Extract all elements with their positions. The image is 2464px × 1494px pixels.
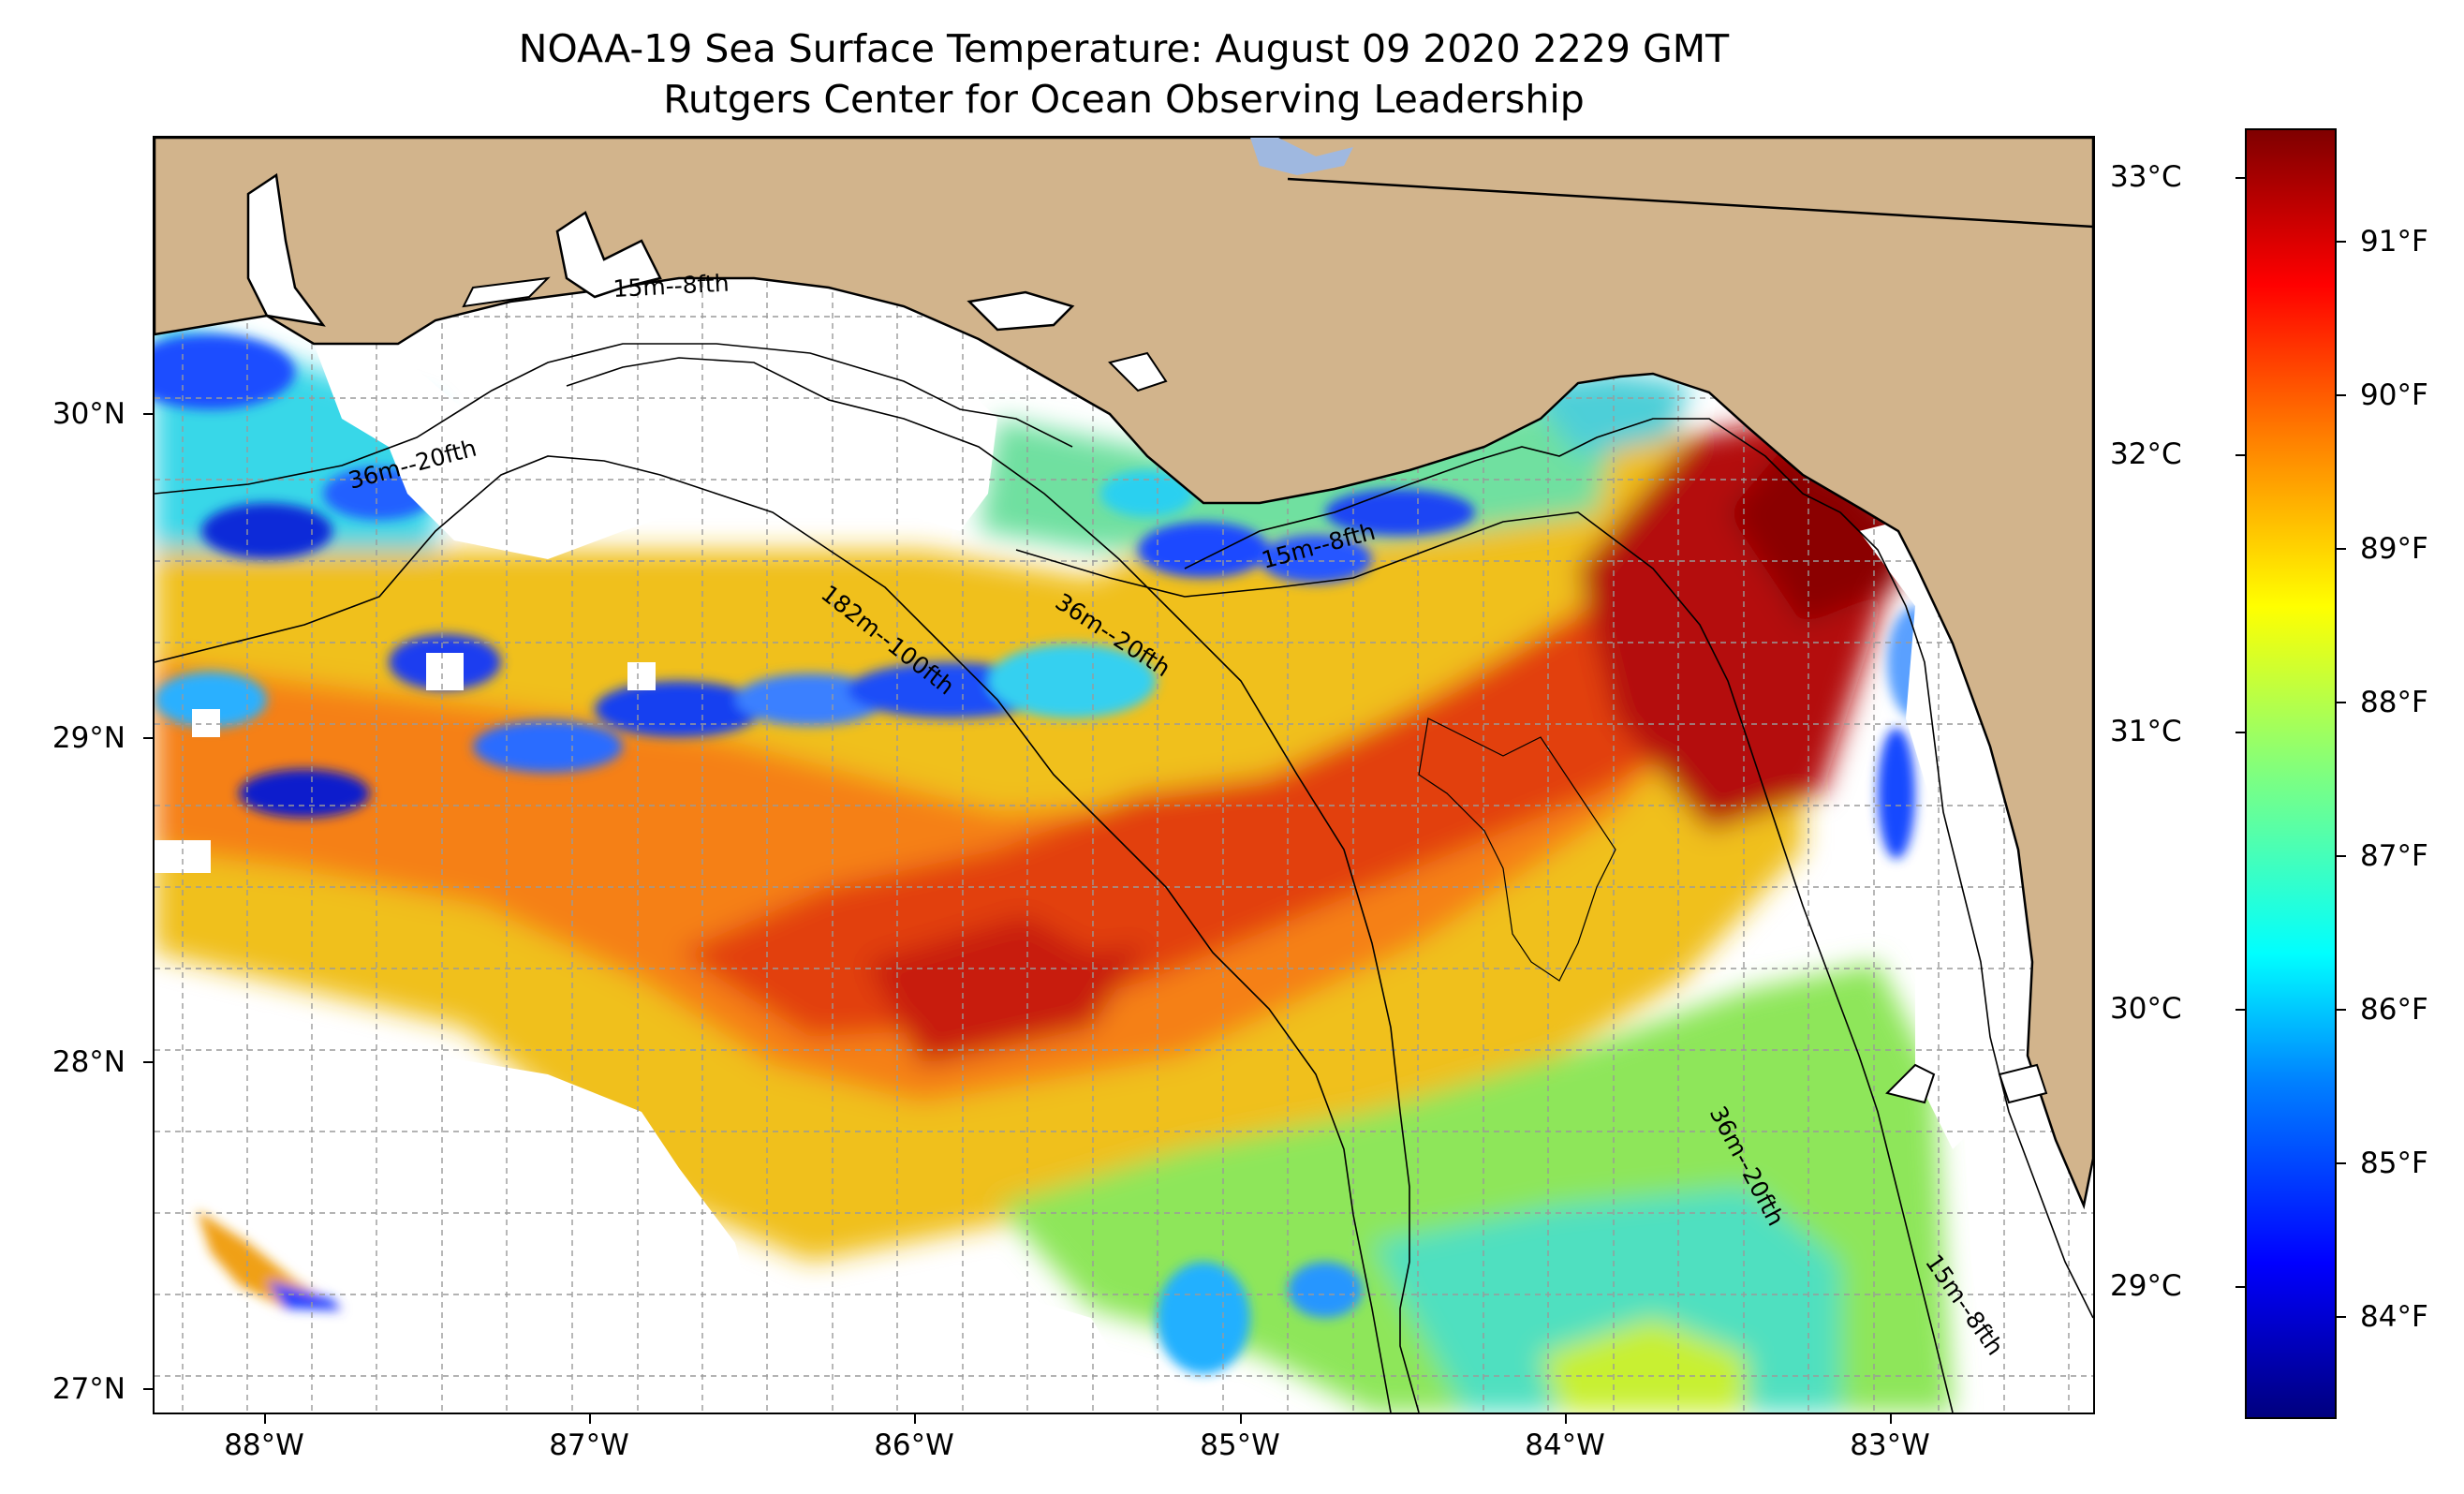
lat-label: 29°N [52,721,125,755]
lon-label: 83°W [1850,1428,1930,1462]
sst-map: 15m--8fth 36m--20fth 182m--100fth 36m--2… [153,136,2095,1414]
lon-tick [264,1414,266,1424]
lon-label: 88°W [224,1428,304,1462]
colorbar-celsius-tick [2235,1286,2245,1288]
colorbar-fahrenheit-label: 88°F [2360,686,2428,719]
lat-tick [143,1388,153,1390]
lon-tick [914,1414,916,1424]
lon-tick [589,1414,591,1424]
isolated-sst-patch [197,1210,342,1310]
colorbar-celsius-label: 32°C [2110,437,2182,471]
colorbar-fahrenheit-label: 90°F [2360,378,2428,412]
lon-label: 86°W [874,1428,954,1462]
colorbar-fahrenheit-tick [2337,702,2346,703]
colorbar-fahrenheit-label: 87°F [2360,839,2428,873]
colorbar-fahrenheit-tick [2337,394,2346,396]
no-data-mask [155,334,2093,1413]
colorbar-celsius-tick [2235,1009,2245,1011]
lon-tick [1890,1414,1892,1424]
lon-label: 85°W [1200,1428,1280,1462]
sst-field [155,316,1953,1413]
colorbar-celsius-label: 30°C [2110,992,2182,1026]
colorbar-fahrenheit-label: 84°F [2360,1300,2428,1334]
colorbar-fahrenheit-tick [2337,1162,2346,1164]
colorbar-fahrenheit-tick [2337,548,2346,550]
colorbar-celsius-tick [2235,454,2245,456]
colorbar-fahrenheit-tick [2337,855,2346,857]
colorbar-celsius-label: 29°C [2110,1269,2182,1303]
colorbar-celsius-tick [2235,732,2245,733]
gridlines [155,138,2093,1413]
lon-label: 84°W [1525,1428,1605,1462]
lat-label: 27°N [52,1372,125,1406]
colorbar-fahrenheit-tick [2337,1009,2346,1011]
colorbar-fahrenheit-label: 86°F [2360,993,2428,1027]
lat-tick [143,737,153,739]
colorbar-fahrenheit-tick [2337,1316,2346,1318]
lon-label: 87°W [549,1428,629,1462]
map-title: NOAA-19 Sea Surface Temperature: August … [518,26,1730,71]
lat-label: 28°N [52,1045,125,1079]
isobaths [155,343,2093,1413]
lat-label: 30°N [52,397,125,431]
colorbar-fahrenheit-label: 89°F [2360,532,2428,566]
colorbar-fahrenheit-tick [2337,241,2346,243]
lat-tick [143,413,153,415]
sst-map-canvas: 15m--8fth 36m--20fth 182m--100fth 36m--2… [155,138,2093,1413]
isobath-label: 15m--8fth [612,270,730,303]
land [155,138,2093,1210]
map-subtitle: Rutgers Center for Ocean Observing Leade… [663,77,1585,122]
lat-tick [143,1061,153,1063]
lon-tick [1565,1414,1567,1424]
colorbar-celsius-label: 31°C [2110,715,2182,748]
colorbar-celsius-label: 33°C [2110,160,2182,194]
colorbar-fahrenheit-label: 85°F [2360,1146,2428,1180]
colorbar [2245,128,2337,1419]
lon-tick [1240,1414,1242,1424]
colorbar-fahrenheit-label: 91°F [2360,225,2428,259]
colorbar-celsius-tick [2235,177,2245,179]
